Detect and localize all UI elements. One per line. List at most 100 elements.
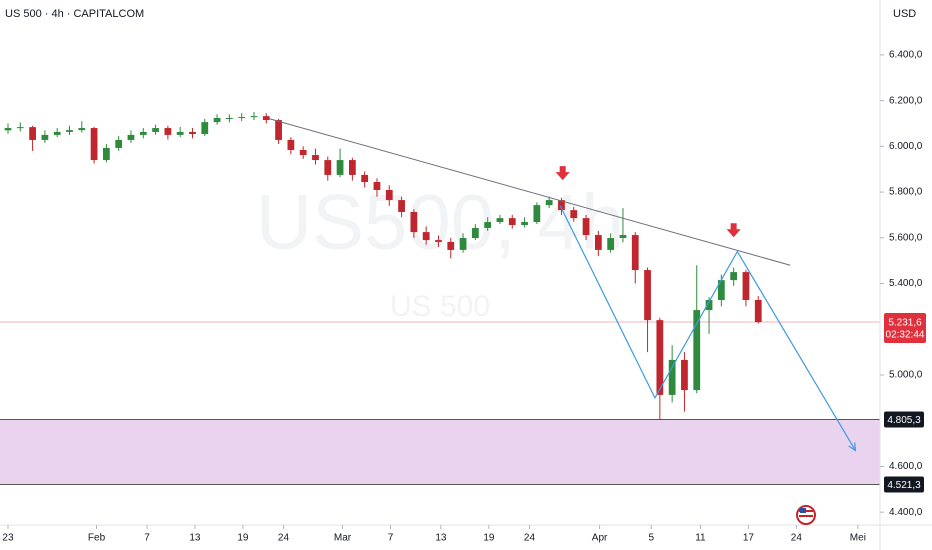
candle-body [336,160,344,175]
candle-body [29,127,36,140]
candle-body [139,131,147,135]
candle-body [348,160,356,175]
candle-body [78,128,86,131]
candle-body [447,241,455,250]
x-tick-label: 23 [2,533,14,544]
candle-body [201,122,209,134]
x-tick-label: 7 [144,533,150,544]
candle-body [705,300,713,311]
candle-body [115,139,123,148]
last-price-label: 5.231,6 [888,318,922,329]
candle-body [324,160,332,175]
candle-body [127,134,135,140]
candle-body [53,131,61,135]
x-tick-label: 24 [791,533,803,544]
candle-body [422,232,430,241]
trendline [269,118,791,266]
y-tick-label: 6.400,0 [889,50,923,61]
x-tick-label: Mei [850,533,866,544]
candle-body [373,182,381,191]
candle-body [656,320,664,395]
x-tick-label: 19 [237,533,249,544]
candle-body [644,270,651,321]
x-tick-label: 13 [435,533,447,544]
x-tick-label: 5 [648,533,654,544]
x-tick-label: 17 [743,533,755,544]
zone-tag-label: 4.521,3 [887,480,921,491]
candle-body [558,200,565,211]
candle-body [299,150,307,156]
candle-body [471,227,479,239]
flag-icon [796,505,816,525]
candle-body [225,117,233,119]
y-tick-label: 5.000,0 [889,370,923,381]
zone-tag [884,411,924,428]
projection-path [559,205,856,451]
candle-body [754,300,762,323]
candle-body [90,128,98,161]
candle-body [742,272,750,300]
support-zone [0,419,880,485]
chart-title: US 500 · 4h · CAPITALCOM [5,8,144,20]
down-arrow-marker [555,166,570,181]
last-price-tag [884,313,926,344]
candle-body [607,238,615,250]
candle-body [717,280,725,300]
candle-body [312,155,319,161]
x-tick-label: 19 [483,533,495,544]
candle-body [287,139,295,150]
x-tick-label: 11 [695,533,706,544]
candle-body [496,218,504,223]
candle-body [582,218,590,236]
y-tick-label: 5.600,0 [889,232,923,243]
candle-body [533,205,541,223]
candle-body [103,147,110,161]
x-tick-label: 24 [524,533,536,544]
projection-arrowhead [848,442,857,452]
watermark: US500, 4h [256,178,625,266]
candle-body [521,222,528,225]
x-tick-label: 24 [278,533,290,544]
candle-body [189,131,196,134]
candle-body [152,128,159,132]
x-tick-label: 7 [388,533,394,544]
candle-body [385,190,393,201]
candle-body [41,134,49,140]
candle-body [484,222,492,228]
candle-body [570,210,578,219]
countdown: 02:32:44 [886,330,925,341]
candle-body [16,127,24,129]
candle-body [66,130,73,132]
candle-body [459,238,467,250]
candle-body [693,310,701,391]
candle-body [619,235,627,239]
zone-tag-label: 4.805,3 [887,415,921,426]
candle-body [508,218,516,225]
currency: USD [893,8,916,20]
candle-body [545,200,553,206]
candle-body [238,117,246,119]
candle-body [4,128,12,131]
candle-body [668,359,676,395]
candle-body [631,235,639,271]
x-tick-label: Feb [88,533,106,544]
y-tick-label: 5.800,0 [889,187,923,198]
watermark-subtitle: US 500 [390,290,490,323]
candle-body [361,174,369,183]
y-tick-label: 6.000,0 [889,141,923,152]
under-layer: US500, 4h US 500 [0,178,880,485]
candle-body [176,131,184,135]
y-tick-label: 4.400,0 [889,507,923,518]
x-tick-label: Apr [592,533,608,544]
candle-body [250,116,258,118]
down-arrow-marker [726,223,741,238]
candle-body [275,120,282,140]
candle-body [213,117,221,123]
candle-body [730,272,738,281]
candle-body [410,211,418,233]
candle-body [681,359,688,391]
y-tick-label: 5.400,0 [889,278,923,289]
candle-body [435,240,442,242]
candle-body [164,128,172,135]
